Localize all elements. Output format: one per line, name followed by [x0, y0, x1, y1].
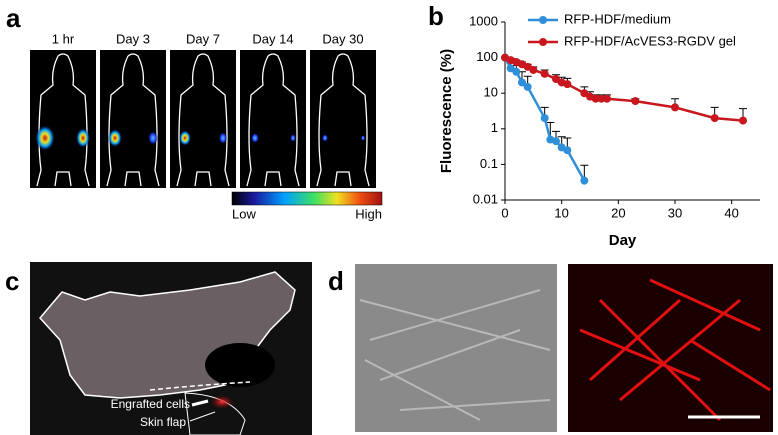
data-point — [591, 94, 600, 103]
mouse-outline — [316, 53, 370, 187]
x-axis-label: Day — [609, 232, 637, 249]
timepoint-label: Day 3 — [116, 31, 150, 46]
mouse-outline — [106, 53, 160, 187]
data-point — [631, 97, 640, 106]
legend-label: RFP-HDF/medium — [564, 11, 671, 26]
colorbar-label: High — [355, 206, 382, 221]
x-tick-label: 10 — [554, 205, 568, 220]
annotation: Engrafted cells — [111, 397, 190, 411]
colorbar-label: Low — [232, 206, 256, 221]
panel-label: b — [428, 1, 444, 31]
data-point — [710, 114, 719, 123]
y-tick-label: 0.1 — [480, 156, 498, 171]
y-tick-label: 0.01 — [473, 191, 498, 206]
panel-label: a — [6, 3, 21, 33]
signal — [322, 134, 328, 142]
panel-b-chart: 0.01 0.1 1 10 100 1000 0 10 20 30 40 Fluorescence (… — [438, 11, 760, 249]
data-point — [580, 176, 589, 185]
data-point — [512, 67, 521, 76]
signal — [360, 135, 366, 141]
y-tick-label: 1 — [491, 120, 498, 135]
mouse-outline — [246, 53, 300, 187]
signal — [108, 128, 122, 148]
y-tick-label: 1000 — [469, 13, 498, 28]
mouse-outline — [176, 53, 230, 187]
panel-label: c — [5, 266, 19, 296]
legend-label: RFP-HDF/AcVES3-RGDV gel — [564, 33, 736, 48]
data-point — [540, 114, 549, 123]
panel-a: 1 hr Day 3 Day 7 Day 14 Day 30 Low High — [30, 31, 383, 221]
legend-marker — [539, 16, 547, 24]
data-point — [563, 80, 572, 89]
x-tick-label: 20 — [611, 205, 625, 220]
x-tick-label: 0 — [501, 205, 508, 220]
y-axis-label: Fluorescence (%) — [438, 49, 455, 173]
panel-d-images — [355, 264, 773, 432]
colorbar — [231, 191, 383, 206]
data-point — [739, 116, 747, 125]
data-point — [603, 94, 611, 103]
timepoint-label: Day 14 — [252, 31, 293, 46]
x-tick-label: 30 — [668, 205, 682, 220]
data-point — [563, 146, 572, 155]
data-point — [540, 69, 549, 78]
signal — [218, 132, 228, 144]
signal — [35, 125, 55, 151]
data-point — [597, 94, 606, 103]
signal — [76, 128, 90, 148]
data-point — [523, 82, 532, 91]
data-point — [552, 137, 560, 146]
timepoint-label: Day 30 — [322, 31, 363, 46]
signal — [290, 134, 296, 142]
annotation: Skin flap — [140, 415, 186, 429]
data-point — [518, 78, 526, 87]
panel-c-image: Engrafted cells Skin flap — [30, 262, 312, 435]
timepoint-label: Day 7 — [186, 31, 220, 46]
data-point — [529, 65, 538, 74]
signal — [148, 131, 158, 145]
signal — [179, 130, 191, 146]
y-tick-label: 10 — [484, 85, 498, 100]
signal — [251, 132, 259, 144]
timepoint-label: 1 hr — [52, 31, 75, 46]
panel-label: d — [328, 266, 344, 296]
x-tick-label: 40 — [724, 205, 738, 220]
y-tick-label: 100 — [476, 49, 498, 64]
data-point — [671, 103, 679, 112]
legend-marker — [539, 38, 547, 46]
